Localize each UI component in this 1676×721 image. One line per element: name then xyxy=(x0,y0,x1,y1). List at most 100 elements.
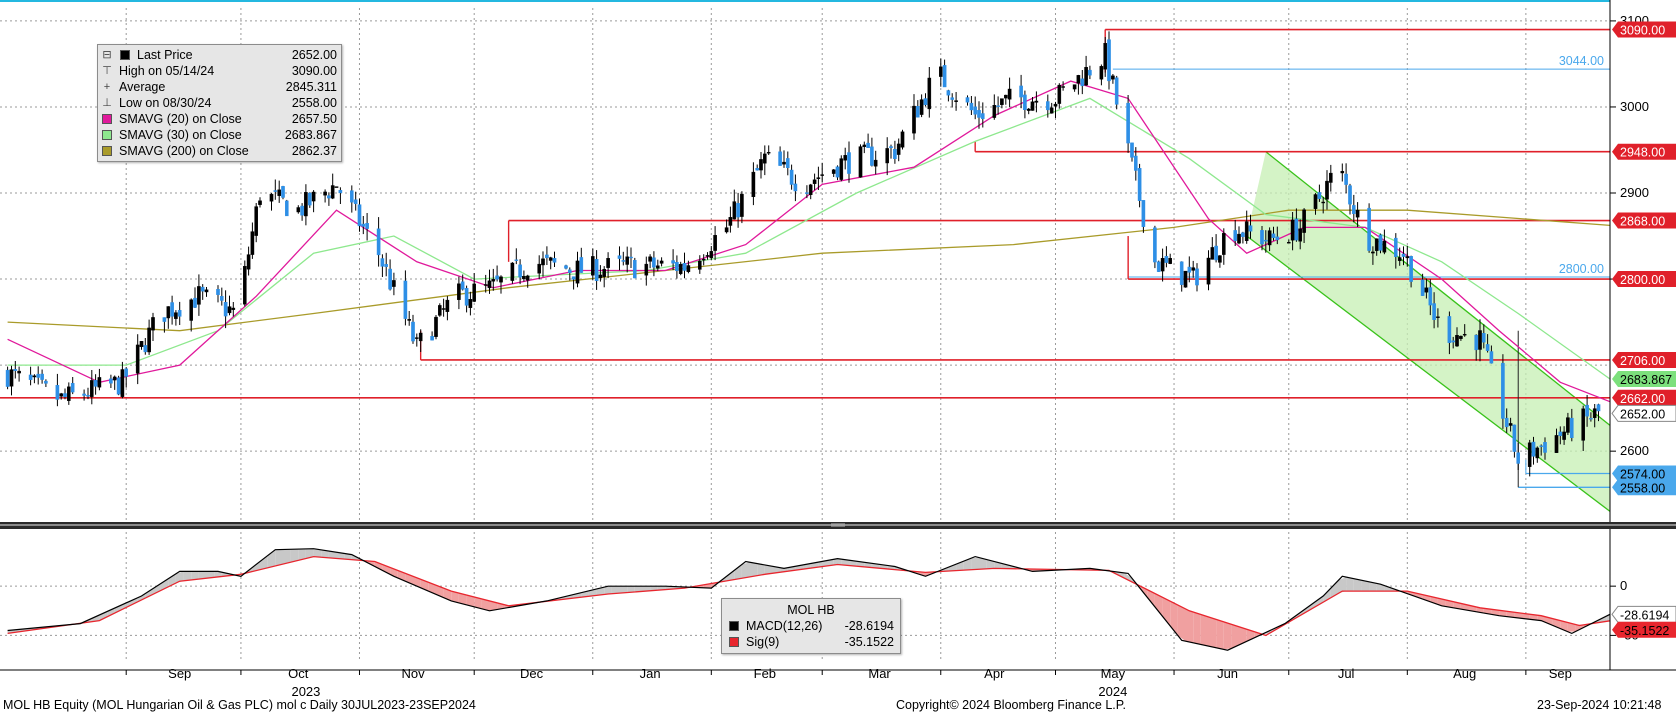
candle-up xyxy=(247,255,250,270)
candle-down xyxy=(966,98,969,103)
candle-down xyxy=(358,205,361,226)
average-marker-icon: + xyxy=(101,79,113,95)
candle-down xyxy=(889,147,892,148)
candle-down xyxy=(790,170,793,185)
candle-up xyxy=(1184,271,1187,287)
label-last-price[interactable]: 2652.00 xyxy=(1612,405,1676,421)
legend-value: 3090.00 xyxy=(292,63,337,79)
label-2558[interactable]: 2558.00 xyxy=(1612,479,1676,495)
candle-up xyxy=(821,175,824,176)
signal-legend-value: -35.1522 xyxy=(845,634,894,650)
label-2948[interactable]: 2948.00 xyxy=(1612,144,1676,160)
candle-down xyxy=(301,206,304,215)
legend-row-average[interactable]: + Average 2845.311 xyxy=(101,79,337,95)
candle-up xyxy=(840,159,843,180)
candle-down xyxy=(622,260,625,261)
candle-down xyxy=(29,375,32,380)
candle-down xyxy=(1234,230,1237,240)
candle-down xyxy=(1295,219,1298,240)
candle-up xyxy=(1077,75,1080,83)
candle-down xyxy=(1559,432,1562,436)
label-2868[interactable]: 2868.00 xyxy=(1612,213,1676,229)
label-2706[interactable]: 2706.00 xyxy=(1612,352,1676,368)
candle-down xyxy=(201,287,204,291)
candle-up xyxy=(1004,95,1007,98)
label-2574[interactable]: 2574.00 xyxy=(1612,466,1676,482)
macd-legend[interactable]: MOL HB MACD(12,26) -28.6194 Sig(9) -35.1… xyxy=(721,598,901,654)
candle-up xyxy=(710,251,713,258)
candle-down xyxy=(893,149,896,159)
candle-up xyxy=(442,309,445,310)
candle-down xyxy=(216,289,219,295)
signal-legend-row[interactable]: Sig(9) -35.1522 xyxy=(728,634,894,650)
candle-down xyxy=(144,345,147,352)
legend-row-low[interactable]: ⊥ Low on 08/30/24 2558.00 xyxy=(101,95,337,111)
candle-up xyxy=(331,186,334,199)
month-tick-label: Sep xyxy=(1549,666,1572,681)
candle-down xyxy=(385,264,388,267)
legend-value: 2862.37 xyxy=(292,143,337,159)
legend-row-high[interactable]: ⊤ High on 05/14/24 3090.00 xyxy=(101,63,337,79)
candle-up xyxy=(1536,448,1539,458)
year-tick-label: 2024 xyxy=(1098,684,1127,699)
candle-down xyxy=(1180,262,1183,285)
collapse-icon[interactable]: ⊟ xyxy=(101,47,113,63)
macd-label-text: -35.1522 xyxy=(1620,624,1669,638)
candle-down xyxy=(515,260,518,261)
candle-down xyxy=(285,201,288,216)
candle-up xyxy=(939,67,942,77)
candle-down xyxy=(629,257,632,258)
candle-up xyxy=(591,256,594,275)
candle-down xyxy=(1020,86,1023,97)
candle-up xyxy=(763,154,766,163)
macd-legend-row[interactable]: MACD(12,26) -28.6194 xyxy=(728,618,894,634)
candle-up xyxy=(499,277,502,282)
candle-down xyxy=(794,184,797,191)
candle-up xyxy=(151,317,154,330)
candle-down xyxy=(1586,405,1589,416)
label-2662[interactable]: 2662.00 xyxy=(1612,390,1676,406)
candle-up xyxy=(1356,210,1359,217)
macd-histogram-fill xyxy=(750,562,758,577)
candle-down xyxy=(56,385,59,399)
candle-down xyxy=(1352,205,1355,213)
candle-down xyxy=(1318,192,1321,198)
price-label-text: 2652.00 xyxy=(1620,407,1665,421)
legend-row-sma200[interactable]: SMAVG (200) on Close 2862.37 xyxy=(101,143,337,159)
candle-up xyxy=(725,228,728,232)
candle-up xyxy=(576,261,579,283)
label-sma30[interactable]: 2683.867 xyxy=(1612,371,1676,387)
candle-down xyxy=(1195,269,1198,285)
price-legend[interactable]: ⊟ Last Price 2652.00 ⊤ High on 05/14/24 … xyxy=(97,44,342,162)
candle-up xyxy=(1325,181,1328,199)
inline-level-label: 2800.00 xyxy=(1559,262,1604,276)
signal-swatch xyxy=(729,637,739,647)
candle-down xyxy=(1513,425,1516,452)
month-tick-label: Aug xyxy=(1453,666,1476,681)
candle-up xyxy=(457,284,460,300)
candle-up xyxy=(255,207,258,236)
label-macd[interactable]: -28.6194 xyxy=(1612,606,1676,622)
sma200-swatch xyxy=(102,146,112,156)
label-signal[interactable]: -35.1522 xyxy=(1612,622,1676,638)
candle-up xyxy=(874,160,877,166)
macd-histogram-fill xyxy=(1224,622,1232,650)
candle-down xyxy=(1475,335,1478,350)
candle-down xyxy=(1345,174,1348,185)
legend-row-sma30[interactable]: SMAVG (30) on Close 2683.867 xyxy=(101,127,337,143)
legend-value: 2683.867 xyxy=(285,127,337,143)
legend-row-sma20[interactable]: SMAVG (20) on Close 2657.50 xyxy=(101,111,337,127)
candle-up xyxy=(1528,443,1531,467)
label-2800[interactable]: 2800.00 xyxy=(1612,271,1676,287)
macd-legend-label: MACD(12,26) xyxy=(746,618,837,634)
candle-up xyxy=(687,266,690,272)
candle-up xyxy=(121,370,124,397)
candle-up xyxy=(993,105,996,117)
macd-tick-label: 0 xyxy=(1620,578,1627,593)
candle-up xyxy=(1000,99,1003,105)
candle-up xyxy=(197,286,200,304)
label-3090[interactable]: 3090.00 xyxy=(1612,22,1676,38)
footer-security-description: MOL HB Equity (MOL Hungarian Oil & Gas P… xyxy=(3,698,476,712)
legend-row-last-price[interactable]: ⊟ Last Price 2652.00 xyxy=(101,47,337,63)
candle-down xyxy=(1540,446,1543,447)
